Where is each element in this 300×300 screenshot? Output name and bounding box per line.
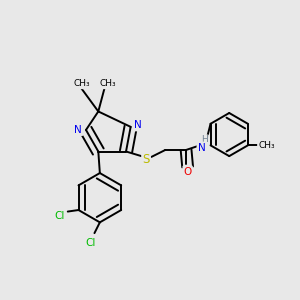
Text: H: H <box>201 135 208 144</box>
Text: N: N <box>74 125 82 135</box>
Text: CH₃: CH₃ <box>99 79 116 88</box>
Text: S: S <box>142 153 150 166</box>
Text: Cl: Cl <box>55 211 65 221</box>
Text: Cl: Cl <box>85 238 96 248</box>
Text: N: N <box>134 120 142 130</box>
Text: N: N <box>198 143 206 153</box>
Text: O: O <box>184 167 192 176</box>
Text: CH₃: CH₃ <box>258 141 275 150</box>
Text: CH₃: CH₃ <box>73 79 90 88</box>
